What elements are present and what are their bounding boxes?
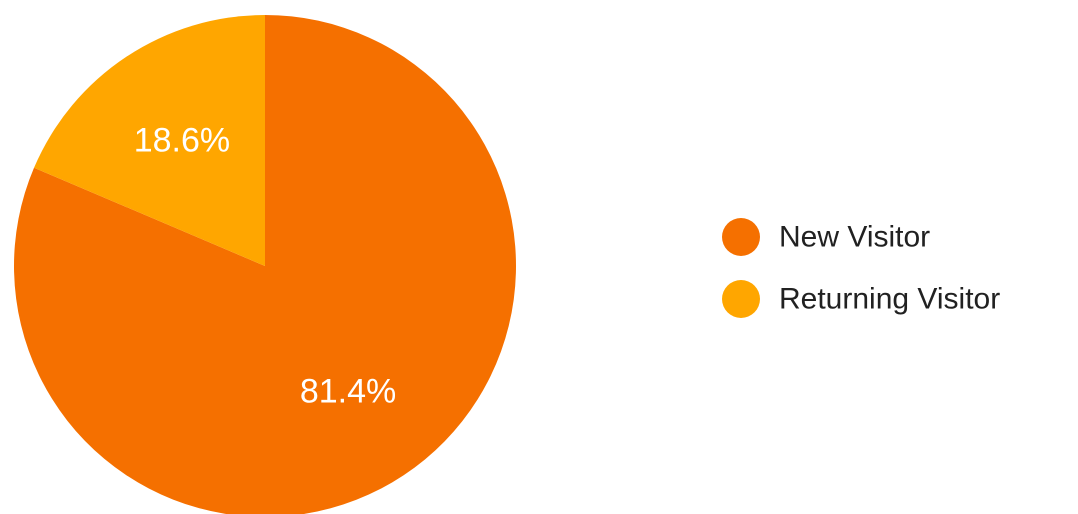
pie-slice-new-visitor	[14, 15, 516, 514]
slice-label-returning-visitor: 18.6%	[134, 121, 230, 159]
legend-swatch-returning-visitor	[722, 280, 760, 318]
legend-label-new-visitor: New Visitor	[779, 221, 930, 254]
pie-slices	[14, 15, 516, 514]
slice-labels: 81.4% 18.6%	[134, 121, 397, 410]
slice-label-new-visitor: 81.4%	[300, 373, 396, 411]
legend-label-returning-visitor: Returning Visitor	[779, 283, 1000, 316]
pie-slice-returning-visitor	[34, 15, 265, 266]
legend: New Visitor Returning Visitor	[722, 218, 1000, 318]
legend-swatch-new-visitor	[722, 218, 760, 256]
